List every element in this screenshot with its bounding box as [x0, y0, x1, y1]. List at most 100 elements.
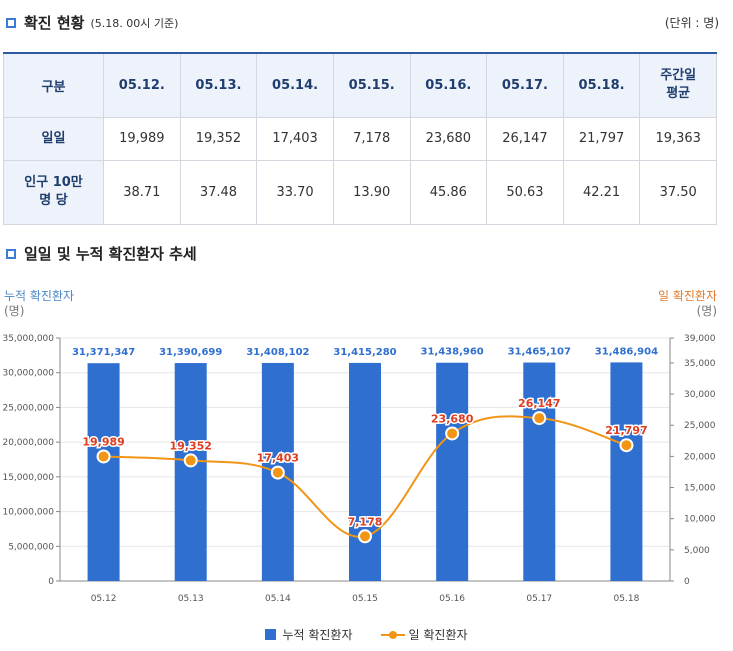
- table-cell: 50.63: [486, 159, 564, 225]
- left-tick-label: 15,000,000: [2, 473, 54, 483]
- trend-chart-svg: 0 5,000,000 10,000,000 15,000,000 20,000,000…: [2, 289, 717, 604]
- date-header: 05.13.: [179, 52, 258, 118]
- date-header: 05.16.: [409, 52, 488, 118]
- legend-bar-swatch: [265, 629, 277, 640]
- x-tick-label: 05.17: [526, 594, 552, 604]
- x-tick-label: 05.12: [91, 594, 117, 604]
- line-point: [183, 453, 198, 468]
- left-tick-label: 20,000,000: [2, 438, 54, 448]
- legend-label: 일 확진환자: [408, 628, 468, 642]
- right-tick-label: 30,000: [684, 390, 716, 400]
- left-tick-label: 25,000,000: [2, 403, 54, 413]
- table-cell: 17,403: [256, 116, 334, 161]
- left-axis-title: 누적 확진환자: [4, 289, 74, 303]
- line-value-label: 19,989: [82, 435, 124, 448]
- table-cell: 13.90: [332, 159, 411, 225]
- legend-item-daily: 일 확진환자: [380, 626, 468, 643]
- row-label-line: 명 당: [39, 193, 68, 208]
- section-title: 확진 현황: [24, 14, 85, 32]
- line-value-label: 23,680: [431, 412, 474, 425]
- table-cell: 38.71: [103, 159, 181, 225]
- right-tick-label: 0: [684, 577, 690, 587]
- left-tick-label: 5,000,000: [8, 542, 54, 552]
- table-cell: 7,178: [332, 116, 411, 161]
- row-label: 일일: [3, 116, 104, 161]
- date-header: 05.12.: [103, 52, 181, 118]
- section-title: 일일 및 누적 확진환자 추세: [24, 245, 197, 263]
- unit-label: (단위 : 명): [664, 16, 719, 30]
- header-line: 평균: [666, 86, 691, 102]
- date-header: 05.15.: [332, 52, 411, 118]
- table-header-row: 구분 05.12. 05.13. 05.14. 05.15. 05.16. 05…: [3, 52, 717, 118]
- row-label-line: 인구 10만: [24, 175, 83, 190]
- bar: [436, 362, 469, 581]
- section-header-status: 확진 현황 (5.18. 00시 기준): [6, 12, 178, 33]
- legend-line-swatch: [380, 629, 405, 640]
- line-point: [96, 449, 111, 464]
- right-tick-label: 20,000: [684, 452, 716, 462]
- right-axis-title: 일 확진환자: [658, 289, 717, 303]
- right-axis-unit: (명): [697, 304, 717, 318]
- chart-legend: 누적 확진환자 일 확진환자: [0, 626, 733, 643]
- section-square-icon: [6, 248, 16, 259]
- line-point: [445, 426, 460, 441]
- bar-value-label: 31,465,107: [508, 347, 571, 358]
- x-tick-label: 05.14: [265, 594, 291, 604]
- table-cell: 26,147: [486, 116, 564, 161]
- line-point: [358, 529, 372, 544]
- bar: [523, 362, 556, 581]
- bar-value-label: 31,390,699: [159, 347, 222, 358]
- x-tick-label: 05.18: [614, 594, 640, 604]
- trend-chart: 0 5,000,000 10,000,000 15,000,000 20,000,000…: [0, 280, 733, 651]
- line-point: [619, 438, 634, 453]
- left-tick-label: 35,000,000: [2, 334, 54, 344]
- section-subtitle: (5.18. 00시 기준): [90, 16, 179, 30]
- table-row: 인구 10만 명 당 38.71 37.48 33.70 13.90 45.86 …: [3, 159, 717, 225]
- bar: [610, 362, 643, 581]
- x-tick-label: 05.16: [439, 594, 465, 604]
- line-value-label: 17,403: [257, 452, 299, 465]
- line-point: [532, 411, 547, 426]
- section-square-icon: [6, 17, 16, 28]
- line-point: [270, 465, 285, 480]
- line-value-label: 7,178: [348, 515, 383, 528]
- legend-item-cumulative: 누적 확진환자: [265, 626, 353, 643]
- bar-value-label: 31,486,904: [595, 346, 658, 357]
- bar-value-label: 31,415,280: [333, 347, 396, 358]
- right-tick-label: 25,000: [684, 421, 716, 431]
- right-tick-label: 5,000: [684, 546, 710, 556]
- left-tick-label: 30,000,000: [2, 369, 54, 379]
- bar: [174, 363, 207, 581]
- right-tick-label: 39,000: [684, 334, 716, 344]
- right-tick-label: 35,000: [684, 359, 716, 369]
- table-row: 일일 19,989 19,352 17,403 7,178 23,680 26,…: [3, 116, 717, 161]
- bar: [349, 362, 381, 581]
- table-cell: 42.21: [562, 159, 641, 225]
- x-tick-label: 05.15: [352, 594, 378, 604]
- confirmed-stats-table: 구분 05.12. 05.13. 05.14. 05.15. 05.16. 05…: [3, 52, 717, 225]
- header-line: 주간일: [660, 68, 697, 84]
- date-header: 05.18.: [562, 52, 641, 118]
- line-value-label: 26,147: [518, 397, 560, 410]
- left-axis-unit: (명): [4, 304, 24, 318]
- left-tick-label: 10,000,000: [2, 508, 54, 518]
- table-cell-average: 37.50: [639, 159, 717, 225]
- table-cell: 19,352: [179, 116, 258, 161]
- bar-value-label: 31,371,347: [72, 347, 135, 358]
- table-corner-header: 구분: [3, 52, 104, 118]
- date-header: 05.14.: [256, 52, 334, 118]
- table-cell: 37.48: [179, 159, 258, 225]
- line-value-label: 21,797: [605, 424, 647, 437]
- section-header-trend: 일일 및 누적 확진환자 추세: [6, 243, 197, 264]
- table-cell: 45.86: [409, 159, 488, 225]
- right-tick-label: 10,000: [684, 515, 716, 525]
- table-cell: 19,989: [103, 116, 181, 161]
- line-value-label: 19,352: [169, 439, 211, 452]
- table-cell: 23,680: [409, 116, 488, 161]
- bar-value-label: 31,408,102: [246, 347, 309, 358]
- date-header: 05.17.: [486, 52, 564, 118]
- table-cell: 21,797: [562, 116, 641, 161]
- legend-label: 누적 확진환자: [282, 628, 353, 642]
